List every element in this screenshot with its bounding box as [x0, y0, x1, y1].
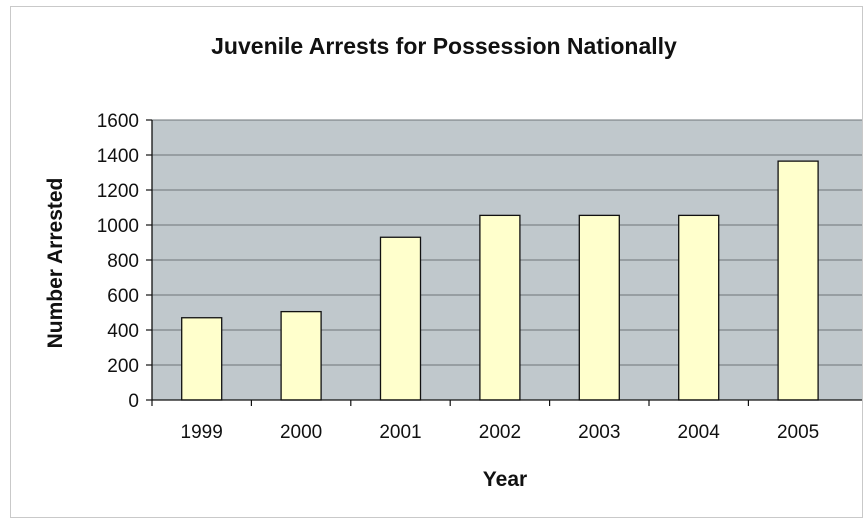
- x-axis-title: Year: [483, 468, 527, 491]
- y-tick-label: 800: [107, 251, 139, 272]
- bars: [181, 160, 819, 401]
- x-tick-labels: 1999 2000 2001 2002 2003 2004 2005: [181, 422, 820, 443]
- axes: [146, 119, 862, 406]
- bar-2005: [777, 160, 819, 401]
- bar-2003: [578, 214, 620, 401]
- bar-1999: [181, 317, 223, 401]
- x-tick-label: 2001: [379, 422, 421, 443]
- y-tick-label: 1000: [97, 216, 139, 237]
- y-tick-label: 1200: [97, 181, 139, 202]
- x-tick-label: 2000: [280, 422, 322, 443]
- y-tick-label: 1400: [97, 146, 139, 167]
- y-tick-labels: 0 200 400 600 800 1000 1200 1400 1600: [97, 111, 139, 412]
- x-tick-label: 1999: [181, 422, 223, 443]
- y-tick-label: 200: [107, 356, 139, 377]
- y-tick-label: 1600: [97, 111, 139, 132]
- x-tick-label: 2003: [578, 422, 620, 443]
- x-tick-label: 2002: [479, 422, 521, 443]
- bar-2000: [280, 310, 322, 401]
- y-tick-label: 0: [128, 391, 139, 412]
- y-axis-title: Number Arrested: [44, 178, 67, 349]
- chart-title: Juvenile Arrests for Possession National…: [211, 33, 677, 59]
- bar-2001: [379, 236, 422, 401]
- bar-2002: [479, 214, 521, 401]
- bar-chart: Juvenile Arrests for Possession National…: [44, 33, 862, 491]
- y-tick-label: 600: [107, 286, 139, 307]
- x-tick-label: 2005: [777, 422, 819, 443]
- x-tick-label: 2004: [678, 422, 721, 443]
- chart-frame: Juvenile Arrests for Possession National…: [10, 6, 863, 518]
- y-tick-label: 400: [107, 321, 139, 342]
- bar-2004: [678, 214, 720, 401]
